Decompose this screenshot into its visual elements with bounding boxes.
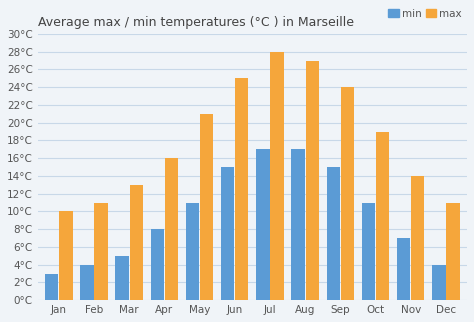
Bar	[200, 114, 213, 300]
Bar	[116, 256, 129, 300]
Bar	[306, 61, 319, 300]
Bar	[151, 229, 164, 300]
Bar	[59, 212, 73, 300]
Bar	[411, 176, 425, 300]
Bar	[362, 203, 375, 300]
Bar	[129, 185, 143, 300]
Bar	[376, 132, 389, 300]
Bar	[397, 238, 410, 300]
Bar	[80, 265, 94, 300]
Bar	[235, 78, 248, 300]
Bar	[221, 167, 235, 300]
Bar	[45, 274, 58, 300]
Bar	[432, 265, 446, 300]
Bar	[292, 149, 305, 300]
Bar	[165, 158, 178, 300]
Legend: min, max: min, max	[384, 5, 466, 23]
Bar	[270, 52, 284, 300]
Bar	[327, 167, 340, 300]
Bar	[256, 149, 270, 300]
Bar	[447, 203, 460, 300]
Text: Average max / min temperatures (°C ) in Marseille: Average max / min temperatures (°C ) in …	[37, 16, 354, 29]
Bar	[341, 87, 354, 300]
Bar	[186, 203, 199, 300]
Bar	[94, 203, 108, 300]
